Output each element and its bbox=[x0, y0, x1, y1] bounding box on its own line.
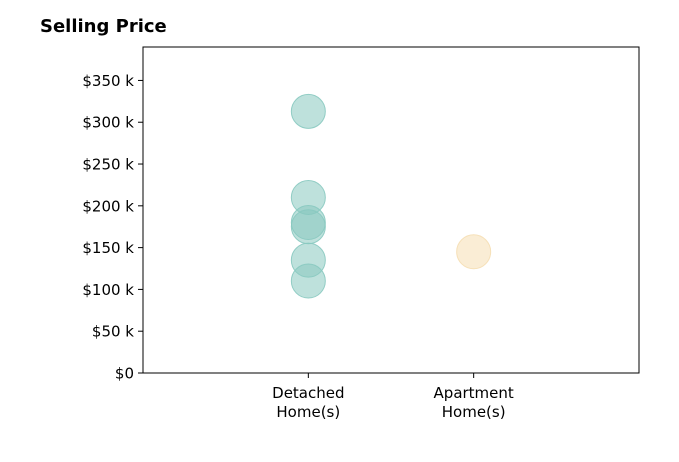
y-tick-label: $100 k bbox=[82, 281, 134, 299]
y-axis: $0 $50 k $100 k $150 k $200 k $250 k $300 k $35… bbox=[82, 72, 143, 383]
plot-frame bbox=[142, 46, 640, 374]
data-point bbox=[290, 263, 326, 299]
y-tick-label: $200 k bbox=[82, 197, 134, 215]
x-axis: Detached Home(s) Apartment Home(s) bbox=[272, 373, 514, 421]
y-tick-label: $0 bbox=[115, 365, 134, 383]
data-point bbox=[290, 209, 326, 245]
y-tick-label: $300 k bbox=[82, 114, 134, 132]
y-tick-label: $150 k bbox=[82, 239, 134, 257]
chart-title: Selling Price bbox=[40, 16, 167, 37]
y-tick-label: $350 k bbox=[82, 72, 134, 90]
points-layer bbox=[290, 93, 492, 299]
data-point bbox=[290, 93, 326, 129]
data-point bbox=[456, 234, 492, 270]
y-tick-label: $250 k bbox=[82, 156, 134, 174]
x-tick-label: Apartment Home(s) bbox=[434, 384, 514, 421]
y-tick-label: $50 k bbox=[92, 323, 134, 341]
x-tick-label: Detached Home(s) bbox=[272, 384, 344, 421]
